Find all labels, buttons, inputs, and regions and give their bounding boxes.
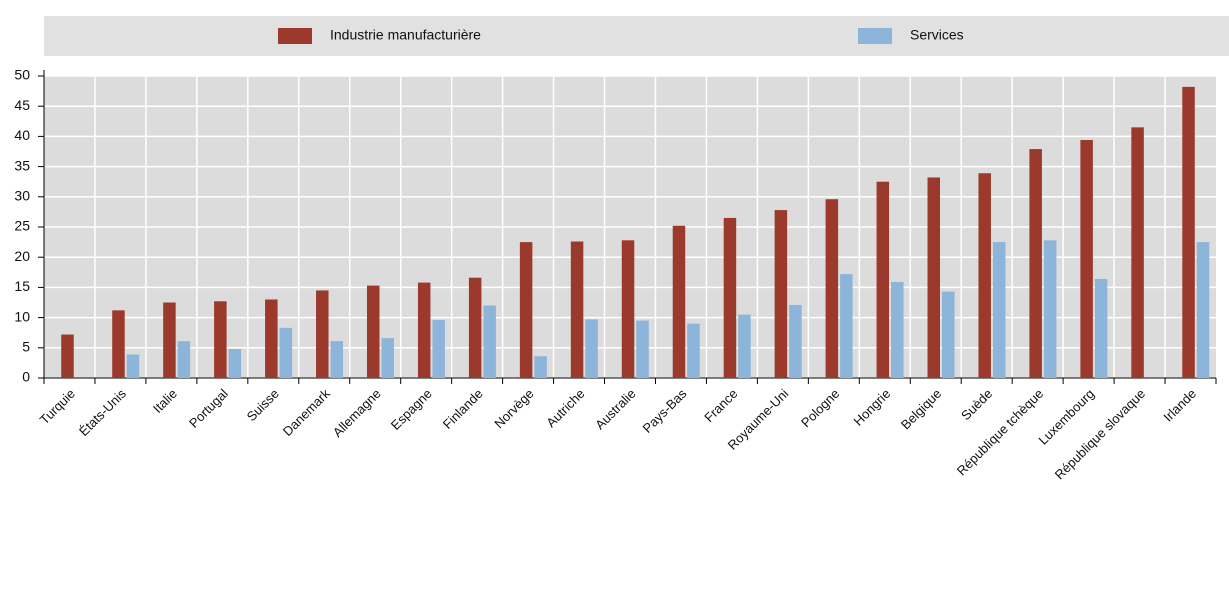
y-tick-label: 45 xyxy=(14,97,30,113)
x-tick-label: Italie xyxy=(150,386,180,416)
y-tick-label: 35 xyxy=(14,157,30,173)
bar xyxy=(992,242,1006,378)
bar xyxy=(927,177,941,378)
x-tick-label: République tchèque xyxy=(954,386,1046,478)
bar xyxy=(366,285,380,378)
bar xyxy=(876,181,890,378)
x-tick-label: Autriche xyxy=(543,386,587,430)
x-tick-label: Finlande xyxy=(440,386,486,432)
bar xyxy=(570,241,584,378)
legend-band xyxy=(44,16,1229,56)
y-tick-label: 0 xyxy=(22,369,30,385)
x-tick-label: États-Unis xyxy=(76,386,129,439)
bar xyxy=(687,323,700,378)
bar xyxy=(1182,86,1195,378)
bar xyxy=(1043,240,1057,378)
bar xyxy=(723,217,737,378)
legend-swatch xyxy=(278,28,312,44)
bar xyxy=(316,290,329,378)
y-tick-label: 25 xyxy=(14,218,30,234)
x-tick-label: République slovaque xyxy=(1052,386,1148,482)
x-tick-label: Pologne xyxy=(798,386,842,430)
bar xyxy=(585,319,598,378)
bar xyxy=(1094,278,1108,378)
bar xyxy=(672,225,686,378)
bar xyxy=(126,354,140,378)
bar xyxy=(483,305,496,378)
bar xyxy=(163,302,176,378)
bar xyxy=(228,349,242,378)
legend-label: Industrie manufacturière xyxy=(330,27,481,43)
bar xyxy=(636,320,649,378)
bar xyxy=(1029,149,1042,378)
bar xyxy=(265,299,278,378)
x-tick-label: Suisse xyxy=(244,386,282,424)
bar xyxy=(468,277,482,378)
x-tick-label: Belgique xyxy=(898,386,944,432)
bar xyxy=(825,199,839,378)
bar xyxy=(1196,242,1210,378)
y-tick-label: 15 xyxy=(14,278,30,294)
bar xyxy=(432,320,445,378)
bar xyxy=(534,356,547,378)
x-tick-label: Allemagne xyxy=(330,386,384,440)
x-tick-label: France xyxy=(701,386,740,425)
bar xyxy=(519,242,533,378)
y-tick-label: 10 xyxy=(14,308,30,324)
bar xyxy=(774,210,788,378)
bar xyxy=(942,291,955,378)
y-tick-label: 5 xyxy=(22,339,30,355)
bar xyxy=(789,304,802,378)
y-tick-label: 50 xyxy=(14,67,30,83)
bar xyxy=(61,334,74,378)
bar xyxy=(1131,127,1144,378)
x-tick-label: Espagne xyxy=(388,386,435,433)
bar xyxy=(738,314,751,378)
x-tick-label: Hongrie xyxy=(851,386,894,429)
bar xyxy=(840,274,853,378)
bar xyxy=(214,301,227,378)
bar xyxy=(1080,140,1093,378)
legend-swatch xyxy=(858,28,892,44)
bar xyxy=(112,310,125,378)
legend-label: Services xyxy=(910,27,964,43)
x-tick-label: Norvège xyxy=(491,386,536,431)
x-tick-label: Pays-Bas xyxy=(640,386,690,436)
x-tick-label: Turquie xyxy=(37,386,78,427)
bar xyxy=(417,282,431,378)
bar xyxy=(279,327,293,378)
bar xyxy=(381,338,394,378)
bar xyxy=(177,341,191,378)
x-tick-label: Irlande xyxy=(1160,386,1199,425)
y-tick-label: 40 xyxy=(14,127,30,143)
bar xyxy=(891,281,904,378)
bar xyxy=(330,341,344,378)
x-tick-label: Suède xyxy=(958,386,995,423)
x-tick-label: Danemark xyxy=(280,386,333,439)
bar xyxy=(621,240,635,378)
x-tick-label: Portugal xyxy=(186,386,231,431)
bar xyxy=(978,173,991,378)
y-tick-label: 20 xyxy=(14,248,30,264)
x-tick-label: Australie xyxy=(592,386,638,432)
y-tick-label: 30 xyxy=(14,188,30,204)
